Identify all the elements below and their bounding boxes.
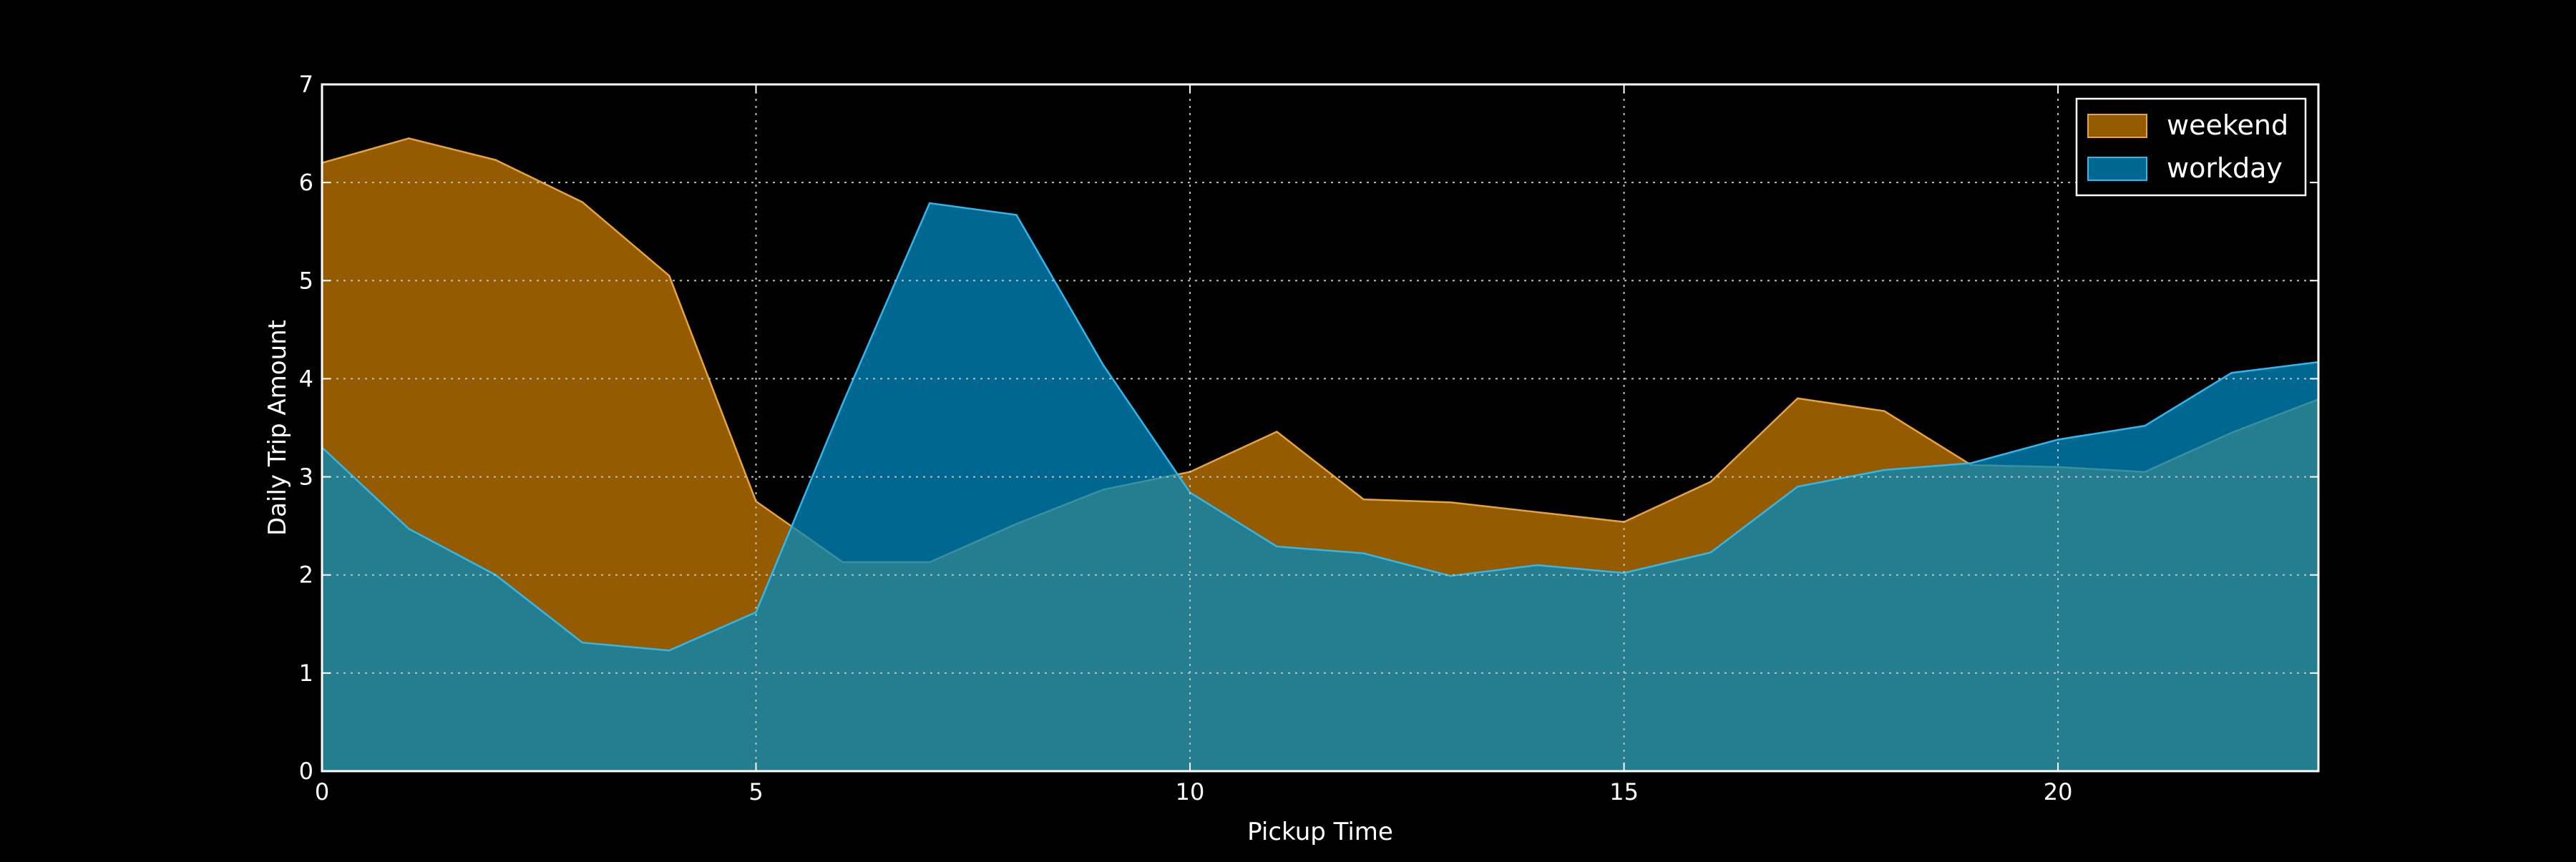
grid-lines	[322, 84, 2318, 771]
y-tick-label: 0	[299, 758, 313, 785]
legend-label-workday: workday	[2167, 152, 2283, 184]
y-tick-label: 2	[299, 562, 313, 589]
y-tick-label: 3	[299, 464, 313, 491]
axis-ticks: 0 5 10 15 20 0 1 2 3 4 5 6 7	[299, 71, 2318, 805]
legend: weekend workday	[2075, 97, 2307, 197]
x-tick-label: 15	[1609, 778, 1639, 805]
x-tick-label: 0	[315, 778, 329, 805]
line-workday	[321, 202, 2319, 652]
x-tick-label: 10	[1176, 778, 1205, 805]
x-axis-label: Pickup Time	[1247, 818, 1393, 846]
legend-swatch-weekend	[2087, 114, 2147, 138]
y-tick-label: 4	[299, 365, 313, 392]
legend-swatch-workday	[2087, 157, 2147, 181]
area-workday	[322, 202, 2318, 771]
plot-frame	[321, 83, 2320, 773]
y-tick-label: 1	[299, 660, 313, 687]
y-axis-label: Daily Trip Amount	[263, 320, 292, 536]
x-tick-label: 20	[2044, 778, 2073, 805]
y-tick-label: 5	[299, 267, 313, 294]
x-tick-label: 5	[748, 778, 763, 805]
y-tick-label: 7	[299, 71, 313, 98]
legend-label-weekend: weekend	[2167, 109, 2288, 141]
y-tick-label: 6	[299, 169, 313, 196]
series-areas	[321, 137, 2319, 771]
